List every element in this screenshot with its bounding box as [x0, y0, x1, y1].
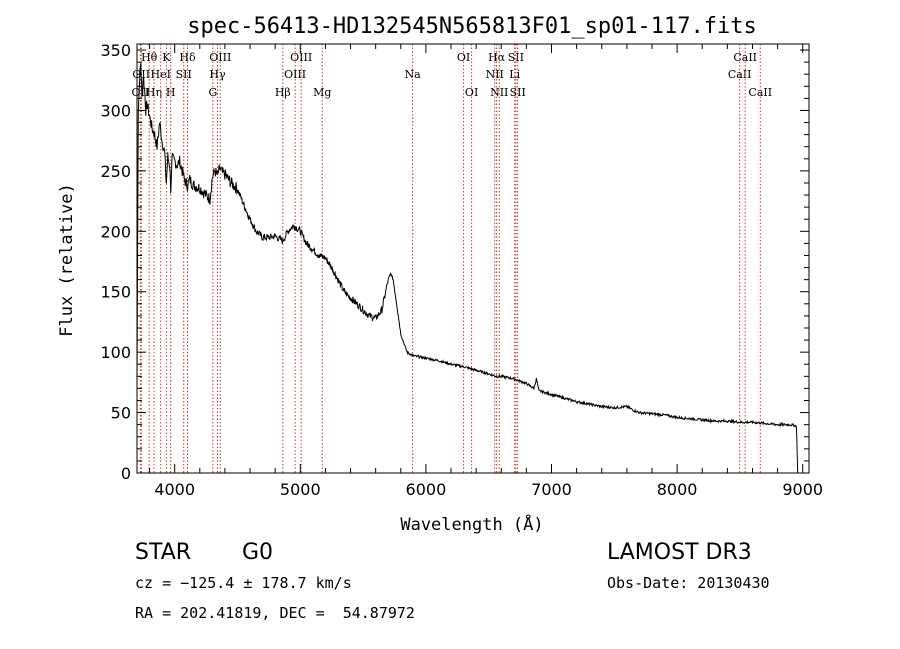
- spectral-line-label: CaII: [733, 51, 757, 64]
- chart-title: spec-56413-HD132545N565813F01_sp01-117.f…: [187, 14, 757, 39]
- spectral-line-label: SII: [508, 51, 524, 64]
- plot-frame: [136, 43, 810, 474]
- spectral-line-label: OIII: [284, 68, 306, 81]
- x-axis-label: Wavelength (Å): [400, 513, 543, 535]
- x-tick-label: 7000: [531, 480, 572, 499]
- x-tick-label: 9000: [782, 480, 823, 499]
- spectral-line-label: NII: [490, 86, 508, 99]
- spectral-line-label: OIII: [209, 51, 231, 64]
- y-tick-label: 100: [100, 343, 131, 362]
- x-tick-label: 8000: [657, 480, 698, 499]
- y-tick-label: 350: [100, 41, 131, 60]
- spectral-line-label: Hθ: [141, 51, 158, 64]
- spectral-line-label: CaII: [748, 86, 772, 99]
- spectral-line-label: Na: [404, 68, 421, 81]
- spectral-line-label: CaII: [728, 68, 752, 81]
- spectral-line-label: K: [162, 51, 171, 64]
- x-tick-label: 5000: [280, 480, 321, 499]
- spectral-line-label: OI: [465, 86, 478, 99]
- y-tick-label: 250: [100, 162, 131, 181]
- y-tick-label: 50: [111, 404, 131, 423]
- y-tick-label: 300: [100, 101, 131, 120]
- spectral-line-label: OIII: [290, 51, 312, 64]
- spectrum-chart: spec-56413-HD132545N565813F01_sp01-117.f…: [57, 14, 823, 535]
- spectral-line-label: Mg: [313, 86, 331, 99]
- y-tick-label: 200: [100, 222, 131, 241]
- spectral-line-label: SII: [510, 86, 526, 99]
- object-class: STAR: [135, 540, 192, 565]
- spectral-line-label: Hα: [488, 51, 506, 64]
- spectral-line-label: HeI: [151, 68, 171, 81]
- redshift-value: cz = −125.4 ± 178.7 km/s: [135, 574, 352, 592]
- spectral-line-label: H: [166, 86, 176, 99]
- x-tick-label: 4000: [154, 480, 195, 499]
- spectral-line-label: NII: [486, 68, 504, 81]
- plot-area: OIIOIIHθHηHeIKHSIIHδGHγOIIIHβOIIIOIIIMgN…: [100, 41, 823, 499]
- spectral-line-label: OI: [457, 51, 470, 64]
- survey-name: LAMOST DR3: [607, 540, 752, 565]
- spectral-line-label: SII: [176, 68, 192, 81]
- spectral-line-label: Hγ: [209, 68, 226, 81]
- x-tick-label: 6000: [406, 480, 447, 499]
- flux-series-line: [136, 63, 801, 474]
- y-axis-label: Flux (relative): [57, 183, 77, 337]
- spectral-line-label: G: [208, 86, 217, 99]
- spectral-line-label: Hβ: [275, 86, 291, 99]
- y-tick-label: 0: [121, 464, 131, 483]
- spectral-line-label: Hδ: [179, 51, 196, 64]
- y-tick-label: 150: [100, 283, 131, 302]
- spectral-line-label: Li: [509, 68, 520, 81]
- coordinates: RA = 202.41819, DEC = 54.87972: [135, 604, 415, 622]
- object-subclass: G0: [242, 540, 274, 565]
- spectral-line-label: Hη: [146, 86, 162, 99]
- obs-date: Obs-Date: 20130430: [607, 574, 770, 592]
